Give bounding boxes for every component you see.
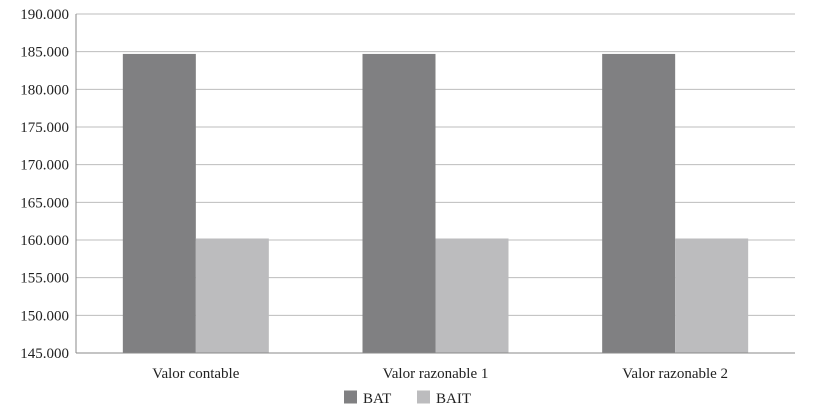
y-tick-label: 180.000	[20, 82, 69, 98]
x-category-label: Valor contable	[152, 366, 239, 382]
y-tick-label: 165.000	[20, 195, 69, 211]
y-tick-label: 175.000	[20, 120, 69, 136]
bars-layer	[122, 53, 749, 353]
y-tick-label: 150.000	[20, 308, 69, 324]
y-tick-label: 170.000	[20, 158, 69, 174]
legend-swatch-bait	[417, 390, 430, 404]
legend-swatch-bat	[344, 390, 357, 404]
y-tick-label: 155.000	[20, 271, 69, 287]
y-tick-labels: 145.000 150.000 155.000 160.000 165.000 170.0…	[20, 7, 69, 362]
axis-layer	[75, 14, 795, 354]
legend-label-bat: BAT	[363, 391, 391, 407]
legend: BAT BAIT	[344, 390, 471, 407]
bar-bat	[122, 53, 196, 353]
bar-bat	[362, 53, 436, 353]
x-category-label: Valor razonable 1	[383, 366, 489, 382]
bar-bait	[435, 238, 509, 353]
legend-label-bait: BAIT	[436, 391, 471, 407]
x-category-labels: Valor contable Valor razonable 1 Valor raz…	[152, 366, 728, 382]
bar-bait	[675, 238, 749, 353]
y-tick-label: 190.000	[20, 7, 69, 23]
y-tick-label: 145.000	[20, 346, 69, 362]
x-category-label: Valor razonable 2	[622, 366, 728, 382]
bar-bat	[602, 53, 676, 353]
y-tick-label: 160.000	[20, 233, 69, 249]
bar-bait	[195, 238, 269, 353]
y-tick-label: 185.000	[20, 45, 69, 61]
